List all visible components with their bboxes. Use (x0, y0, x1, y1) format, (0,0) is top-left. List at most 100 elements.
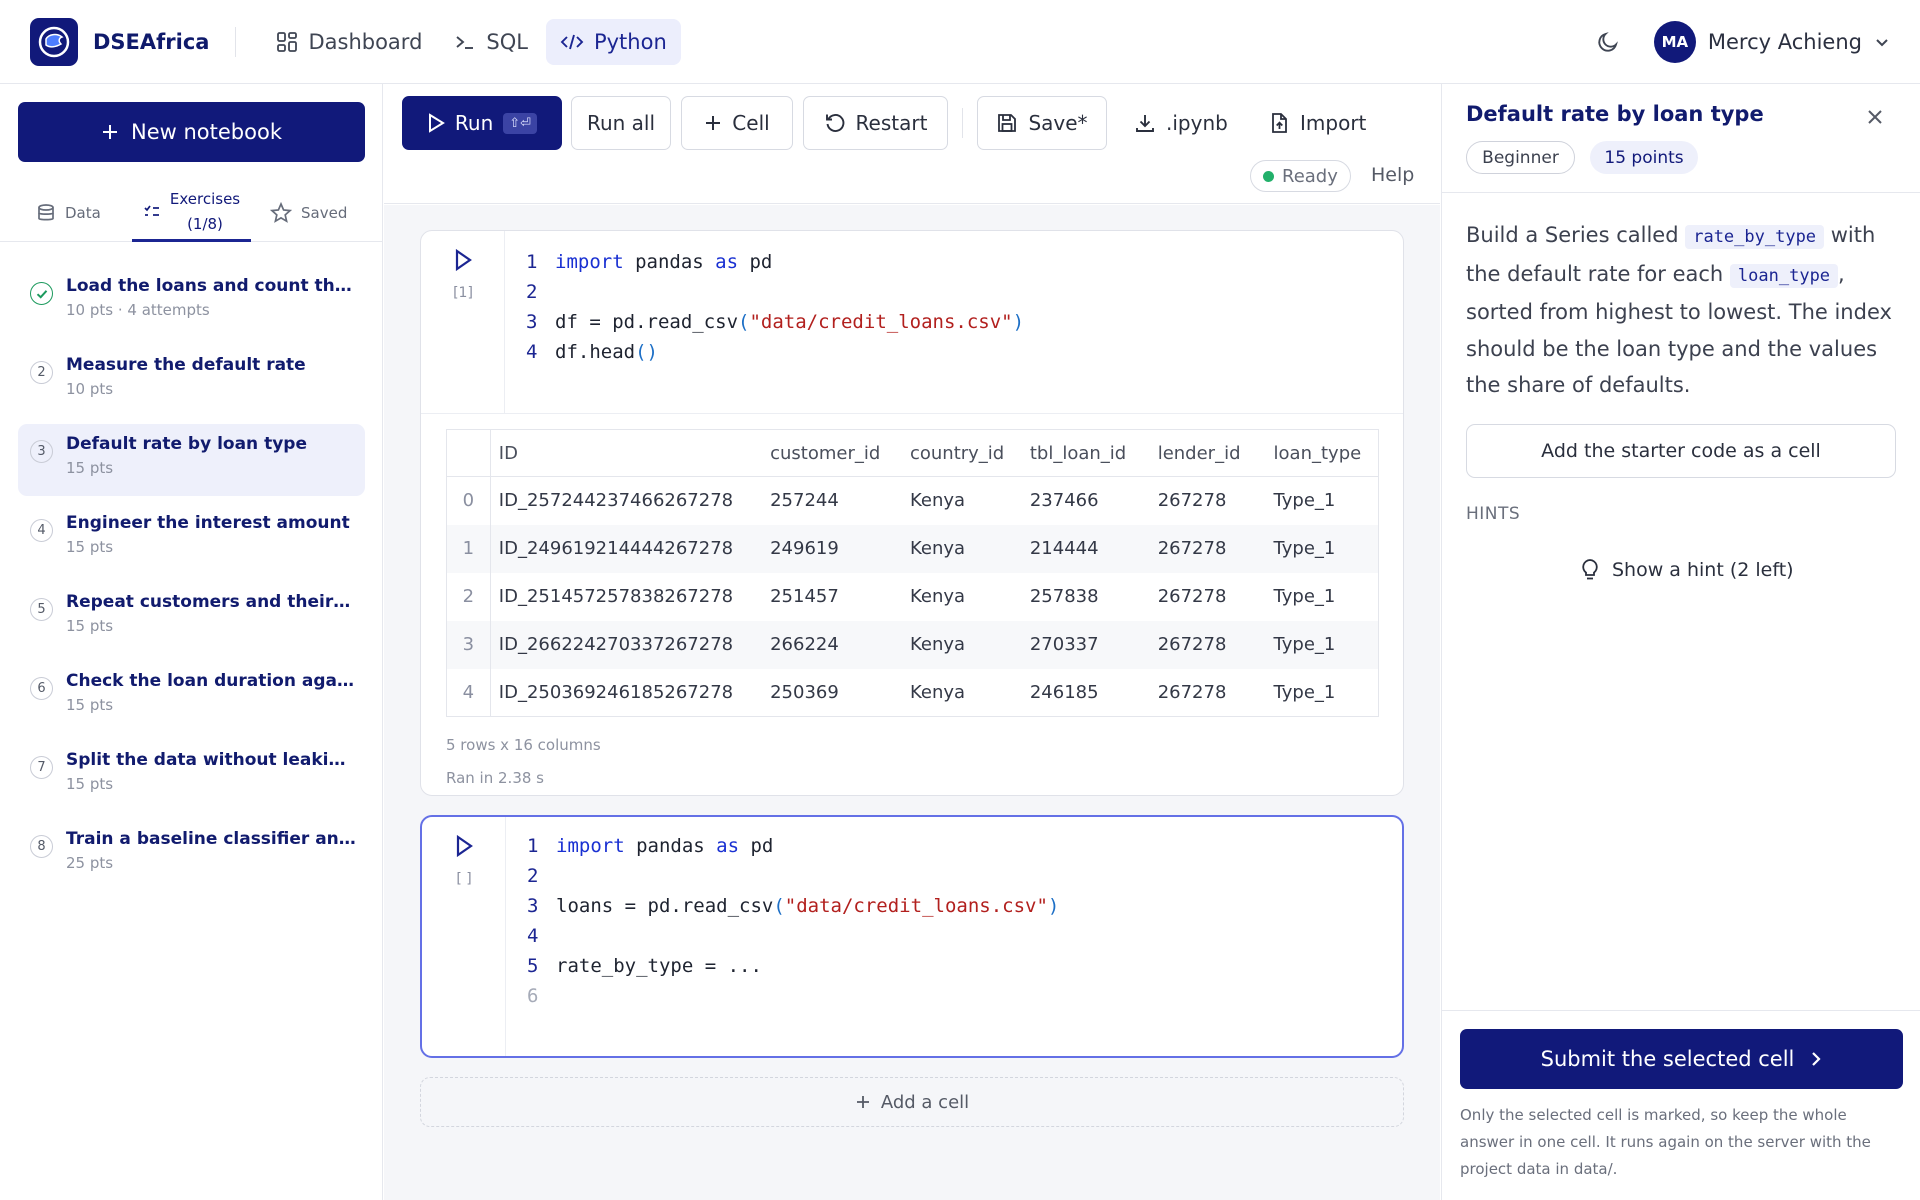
code-token: import (556, 835, 625, 857)
chevron-down-icon[interactable] (1874, 34, 1890, 50)
add-cell-label: Cell (732, 111, 770, 135)
run-button[interactable]: Run ⇧⏎ (402, 96, 562, 150)
sidebar-item-exercise-1[interactable]: Load the loans and count them 10 pts · 4 … (18, 266, 365, 338)
dark-mode-moon-icon[interactable] (1596, 30, 1620, 54)
table-row: 1 ID_249619214444267278 249619 Kenya 214444 2… (446, 524, 1379, 573)
code-cell-1[interactable]: [1] 1 import pandas as pd 2 3 df = pd.read_c… (420, 230, 1404, 796)
table-row: 0 ID_257244237466267278 257244 Kenya 237466 2… (446, 476, 1379, 525)
table-cell: 237466 (1029, 490, 1099, 512)
sidebar-item-exercise-2[interactable]: 2 Measure the default rate 10 pts (18, 345, 365, 417)
exercise-title: Default rate by loan type (66, 434, 307, 454)
desc-code-series: rate_by_type (1685, 225, 1825, 249)
run-all-label: Run all (586, 111, 656, 135)
sidebar-item-exercise-7[interactable]: 7 Split the data without leaking th... 15 … (18, 740, 365, 812)
code-token: rate_by_type = ... (556, 955, 762, 977)
cell-gutter: [ ] (422, 817, 506, 1056)
sidebar-item-exercise-5[interactable]: 5 Repeat customers and their risk 15 pts (18, 582, 365, 654)
table-cell: Type_1 (1273, 681, 1336, 703)
table-cell: 267278 (1149, 620, 1266, 669)
import-button[interactable]: Import (1268, 96, 1366, 150)
exercise-meta: 15 pts (66, 538, 114, 556)
code-editor[interactable]: 1 import pandas as pd 2 3 df = pd.read_csv("… (526, 247, 1024, 367)
exercise-title: Load the loans and count them (66, 276, 356, 296)
exercise-number: 2 (30, 361, 53, 384)
column-header: ID (490, 429, 763, 477)
exercise-panel: Default rate by loan type Beginner 15 po… (1441, 84, 1920, 1200)
code-cell-2[interactable]: [ ] 1 import pandas as pd 2 3 loans = pd.rea… (420, 815, 1404, 1058)
brand-logo[interactable] (30, 17, 78, 66)
tab-data[interactable]: Data (36, 184, 101, 242)
add-cell-button[interactable]: Add a cell (420, 1077, 1404, 1127)
run-all-button[interactable]: Run all (571, 96, 671, 150)
avatar[interactable]: MA (1653, 20, 1696, 63)
download-label: .ipynb (1166, 111, 1228, 135)
download-ipynb-button[interactable]: .ipynb (1134, 96, 1228, 150)
restart-label: Restart (855, 111, 928, 135)
tab-data-label: Data (65, 204, 101, 222)
nav-sql[interactable]: SQL (440, 19, 542, 65)
exercise-number: 3 (30, 440, 53, 463)
tab-exercises[interactable]: Exercises (1/8) (132, 184, 251, 242)
run-cell-play-icon[interactable] (454, 835, 474, 857)
nav-dashboard[interactable]: Dashboard (262, 19, 436, 65)
column-header: loan_type (1265, 429, 1379, 477)
code-line: 4 df.head() (526, 337, 1024, 367)
help-link[interactable]: Help (1371, 164, 1415, 186)
exercise-number: 5 (30, 598, 53, 621)
add-cell-button[interactable]: Cell (681, 96, 793, 150)
dataframe-output: ID customer_id country_id tbl_loan_id lender… (446, 429, 1379, 717)
code-editor[interactable]: 1 import pandas as pd 2 3 loans = pd.read_cs… (527, 831, 1059, 1011)
nav-python[interactable]: Python (545, 18, 681, 65)
table-row: 4 ID_250369246185267278 250369 Kenya 246185 2… (446, 668, 1379, 717)
tab-exercises-progress: (1/8) (187, 214, 223, 233)
kernel-status-badge: Ready (1250, 160, 1351, 192)
close-icon[interactable] (1866, 108, 1884, 126)
brand-name[interactable]: DSEAfrica (93, 29, 210, 54)
code-token: () (635, 341, 658, 363)
exercise-meta: 10 pts · 4 attempts (66, 301, 210, 319)
desc-text-2: with the default rate for each (1466, 223, 1876, 286)
show-hint-label: Show a hint (2 left) (1612, 559, 1794, 581)
code-line: 1 import pandas as pd (527, 831, 1059, 861)
table-cell: 270337 (1021, 620, 1150, 669)
table-cell: 267278 (1157, 681, 1227, 703)
run-cell-play-icon[interactable] (453, 249, 473, 271)
restart-button[interactable]: Restart (803, 96, 948, 150)
table-cell: 267278 (1157, 490, 1227, 512)
row-index: 3 (446, 620, 491, 669)
sidebar-item-exercise-6[interactable]: 6 Check the loan duration against... 15 pt… (18, 661, 365, 733)
submit-footnote: Only the selected cell is marked, so kee… (1460, 1106, 1871, 1178)
code-token: ( (738, 311, 750, 333)
exercise-title: Train a baseline classifier and m... (66, 829, 356, 849)
submit-cell-button[interactable]: Submit the selected cell (1460, 1029, 1903, 1089)
save-button[interactable]: Save* (977, 96, 1107, 150)
add-starter-code-button[interactable]: Add the starter code as a cell (1466, 424, 1896, 478)
sidebar-item-exercise-3[interactable]: 3 Default rate by loan type 15 pts (18, 424, 365, 496)
user-name[interactable]: Mercy Achieng (1707, 29, 1862, 54)
new-notebook-button[interactable]: New notebook (18, 102, 365, 162)
table-cell: Kenya (901, 620, 1022, 669)
code-line: 4 (527, 921, 1059, 951)
code-token: pd (738, 251, 773, 273)
show-hint-button[interactable]: Show a hint (2 left) (1580, 558, 1794, 582)
run-label: Run (454, 111, 494, 135)
code-line: 2 (526, 277, 1024, 307)
new-notebook-label: New notebook (131, 120, 282, 144)
exercise-title: Split the data without leaking th... (66, 750, 356, 770)
column-header: customer_id (762, 429, 902, 477)
points-badge: 15 points (1590, 141, 1698, 174)
table-cell: Type_1 (1265, 620, 1379, 669)
table-cell: Type_1 (1273, 490, 1336, 512)
sidebar-item-exercise-8[interactable]: 8 Train a baseline classifier and m... 25 … (18, 819, 365, 891)
row-index: 4 (446, 668, 491, 717)
terminal-icon (456, 35, 474, 49)
tab-saved[interactable]: Saved (270, 184, 347, 242)
code-token: "data/credit_loans.csv" (749, 311, 1013, 333)
table-cell: 267278 (1157, 586, 1227, 607)
save-label: Save* (1028, 111, 1088, 135)
notebook-toolbar: Run ⇧⏎ Run all Cell Restart Save* .ipynb… (384, 84, 1440, 204)
exercise-title: Repeat customers and their risk (66, 592, 356, 612)
sidebar-item-exercise-4[interactable]: 4 Engineer the interest amount 15 pts (18, 503, 365, 575)
exercise-number: 4 (30, 519, 53, 542)
star-icon (270, 202, 292, 223)
